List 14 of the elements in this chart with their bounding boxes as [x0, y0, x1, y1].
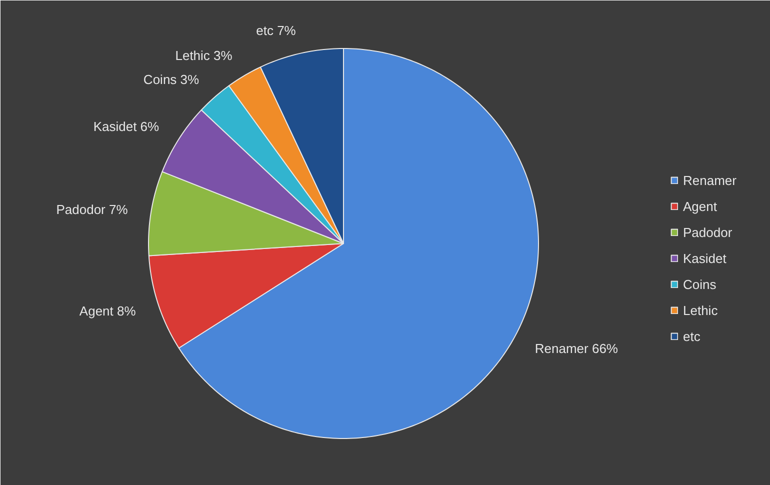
legend-label: Padodor — [683, 224, 732, 241]
legend-label: Kasidet — [683, 250, 726, 267]
category-label: etc 7% — [256, 22, 296, 38]
legend-label: Renamer — [683, 172, 736, 189]
category-label: Agent 8% — [79, 303, 136, 318]
legend-label: Lethic — [683, 302, 718, 319]
category-label: Renamer 66% — [534, 341, 618, 356]
category-label: Kasidet 6% — [93, 118, 160, 134]
category-label: Lethic 3% — [175, 48, 232, 64]
category-label: Coins 3% — [143, 72, 200, 88]
legend-label: Agent — [683, 198, 717, 215]
legend-label: Coins — [683, 276, 716, 293]
category-label: Padodor 7% — [56, 202, 128, 217]
legend-label: etc — [683, 328, 702, 345]
